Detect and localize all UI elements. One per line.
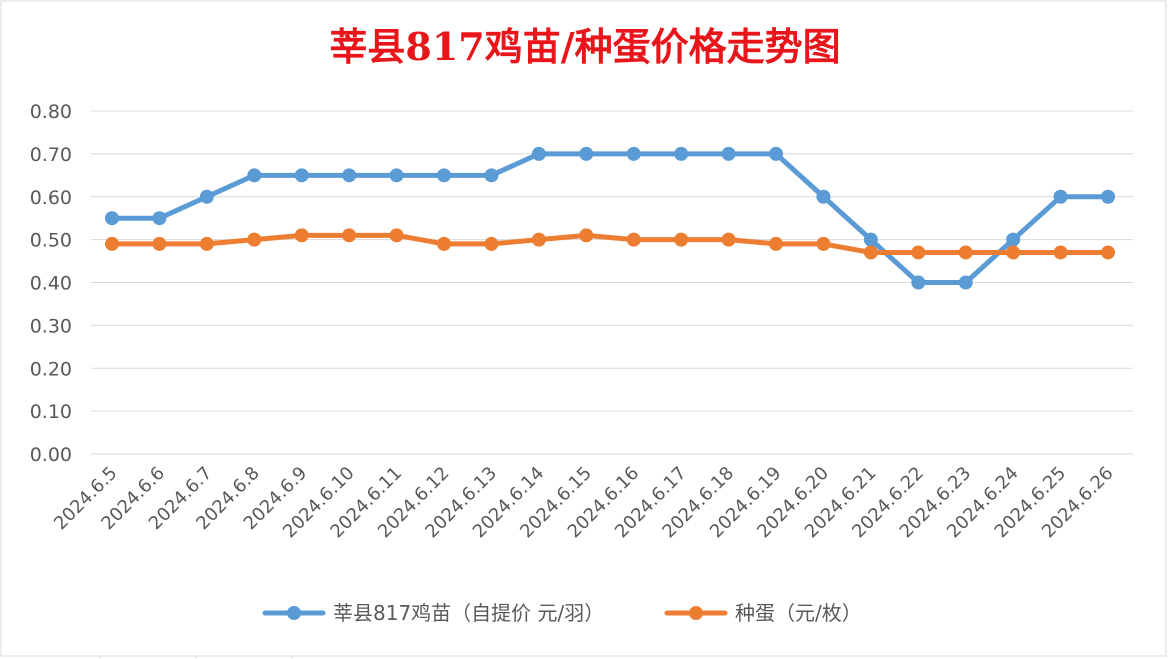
data-point: [294, 228, 309, 243]
series-line: [109, 232, 1111, 255]
data-point: [816, 236, 831, 251]
legend-marker-swatch: [287, 606, 301, 620]
data-point: [105, 211, 119, 226]
data-point: [342, 228, 357, 243]
y-tick-label: 0.80: [30, 101, 72, 123]
y-tick-label: 0.50: [30, 230, 72, 252]
data-point: [105, 236, 119, 251]
legend-label: 种蛋（元/枚）: [735, 601, 862, 625]
data-point: [721, 146, 736, 161]
chart-title: 莘县817鸡苗/种蛋价格走势图: [329, 24, 840, 69]
data-point: [342, 168, 357, 183]
data-point: [863, 232, 878, 247]
data-point: [721, 232, 736, 247]
data-point: [911, 245, 926, 260]
series-group: [105, 146, 1116, 290]
data-point: [152, 236, 167, 251]
data-point: [247, 232, 262, 247]
data-point: [674, 146, 689, 161]
data-point: [958, 245, 973, 260]
data-point: [531, 232, 546, 247]
data-point: [579, 228, 594, 243]
data-point: [389, 228, 404, 243]
data-point: [1101, 189, 1116, 204]
legend-marker-swatch: [689, 606, 703, 620]
data-point: [626, 232, 641, 247]
data-point: [484, 236, 499, 251]
data-point: [674, 232, 689, 247]
y-tick-label: 0.70: [30, 144, 72, 166]
data-point: [1006, 245, 1021, 260]
data-point: [437, 168, 452, 183]
legend: 莘县817鸡苗（自提价 元/羽） 种蛋（元/枚）: [262, 601, 862, 625]
data-point: [437, 236, 452, 251]
y-axis-ticks: 0.00 0.10 0.20 0.30 0.40 0.50 0.60 0.70 0.80: [30, 101, 72, 466]
data-point: [1101, 245, 1116, 260]
y-tick-label: 0.30: [30, 315, 72, 337]
y-tick-label: 0.10: [30, 401, 72, 423]
data-point: [1053, 245, 1068, 260]
series-2: [105, 228, 1116, 260]
series-1: [105, 146, 1116, 290]
data-point: [911, 275, 926, 290]
data-point: [1006, 232, 1021, 247]
data-point: [199, 189, 214, 204]
data-point: [152, 211, 167, 226]
data-point: [769, 146, 784, 161]
y-tick-label: 0.40: [30, 273, 72, 295]
y-tick-label: 0.60: [30, 187, 72, 209]
data-point: [769, 236, 784, 251]
data-point: [958, 275, 973, 290]
data-point: [816, 189, 831, 204]
data-point: [1053, 189, 1068, 204]
data-point: [247, 168, 262, 183]
data-point: [199, 236, 214, 251]
y-tick-label: 0.00: [30, 444, 72, 466]
legend-item: 种蛋（元/枚）: [664, 601, 862, 625]
data-point: [484, 168, 499, 183]
legend-item: 莘县817鸡苗（自提价 元/羽）: [262, 601, 604, 625]
data-point: [626, 146, 641, 161]
data-point: [389, 168, 404, 183]
series-line: [109, 151, 1111, 285]
legend-label: 莘县817鸡苗（自提价 元/羽）: [333, 601, 604, 625]
data-point: [863, 245, 878, 260]
y-tick-label: 0.20: [30, 358, 72, 380]
data-point: [579, 146, 594, 161]
data-point: [531, 146, 546, 161]
data-point: [294, 168, 309, 183]
